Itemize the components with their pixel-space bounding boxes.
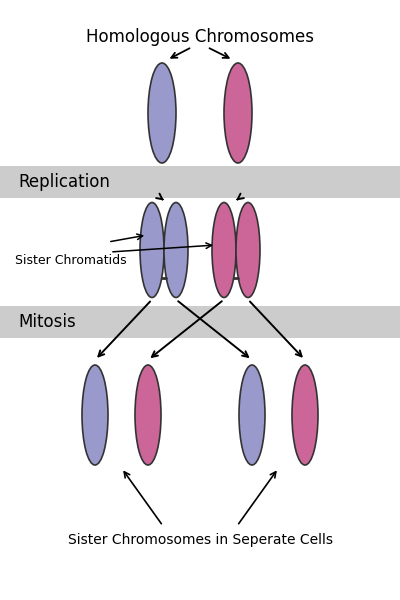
Ellipse shape — [292, 365, 318, 465]
Ellipse shape — [82, 365, 108, 465]
Bar — [0, 306, 400, 338]
Ellipse shape — [236, 202, 260, 298]
Ellipse shape — [224, 63, 252, 163]
Bar — [0, 166, 400, 198]
Text: Replication: Replication — [18, 173, 110, 191]
Ellipse shape — [212, 202, 236, 298]
Ellipse shape — [239, 365, 265, 465]
Text: Mitosis: Mitosis — [18, 313, 76, 331]
Ellipse shape — [140, 202, 164, 298]
Ellipse shape — [135, 365, 161, 465]
Text: Sister Chromatids: Sister Chromatids — [15, 253, 127, 266]
Ellipse shape — [164, 202, 188, 298]
Text: Homologous Chromosomes: Homologous Chromosomes — [86, 28, 314, 46]
Text: Sister Chromosomes in Seperate Cells: Sister Chromosomes in Seperate Cells — [68, 533, 332, 547]
Ellipse shape — [148, 63, 176, 163]
